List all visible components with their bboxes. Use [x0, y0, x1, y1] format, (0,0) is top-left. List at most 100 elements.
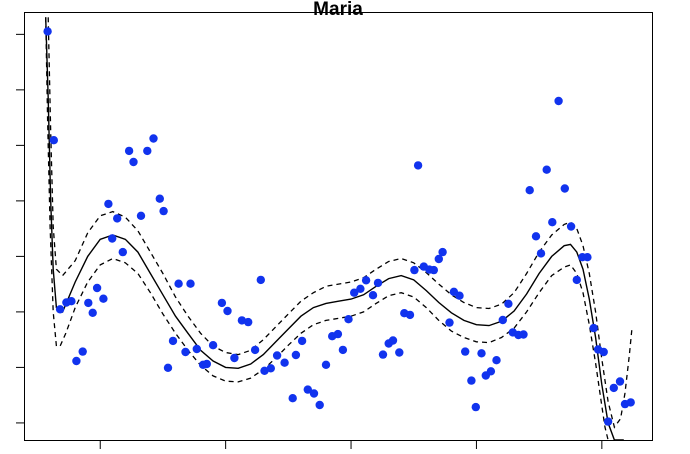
data-point — [338, 345, 348, 355]
data-point — [572, 275, 581, 285]
data-point — [461, 347, 470, 356]
data-point — [445, 318, 454, 327]
data-point — [72, 356, 81, 366]
data-point — [477, 349, 486, 358]
data-point — [388, 336, 398, 345]
data-point — [143, 146, 152, 156]
data-point — [566, 222, 576, 231]
data-point — [84, 298, 93, 308]
data-point — [250, 345, 260, 355]
data-point — [361, 276, 371, 285]
data-point — [280, 358, 289, 367]
data-point — [129, 157, 138, 167]
plot-area — [43, 17, 635, 441]
data-point — [378, 350, 388, 359]
data-point — [356, 284, 365, 293]
data-point — [344, 315, 353, 324]
data-points — [43, 27, 635, 426]
data-point — [603, 417, 613, 426]
data-point — [471, 402, 480, 412]
data-point — [321, 360, 331, 369]
data-point — [291, 350, 301, 360]
data-point — [536, 249, 546, 258]
data-point — [266, 364, 275, 373]
data-point — [136, 211, 146, 220]
data-point — [78, 347, 87, 356]
data-point — [560, 184, 569, 193]
confidence-band-lower — [45, 17, 609, 441]
data-point — [303, 385, 312, 394]
data-point — [486, 367, 496, 376]
data-point — [583, 253, 592, 262]
data-point — [626, 398, 635, 407]
fit-curve — [45, 17, 624, 441]
data-point — [237, 316, 247, 325]
data-point — [554, 96, 563, 106]
data-point — [531, 232, 541, 241]
data-point — [163, 363, 173, 372]
data-point — [230, 353, 239, 363]
data-point — [217, 298, 227, 308]
data-point — [113, 214, 122, 223]
data-point — [208, 341, 218, 350]
data-point — [498, 315, 507, 325]
y-axis-ticks — [16, 33, 25, 424]
data-point — [244, 317, 253, 327]
data-point — [272, 351, 282, 360]
data-point — [104, 199, 113, 209]
data-point — [223, 306, 232, 316]
data-point — [192, 344, 201, 354]
data-point — [438, 247, 447, 257]
data-point — [315, 400, 324, 410]
data-point — [256, 275, 265, 285]
data-point — [368, 291, 378, 300]
data-point — [181, 347, 190, 357]
data-point — [548, 218, 557, 227]
data-point — [504, 299, 513, 308]
data-point — [413, 161, 423, 170]
data-point — [525, 186, 534, 195]
data-point — [174, 279, 183, 288]
data-point — [373, 278, 383, 288]
chart-title: Maria — [313, 0, 363, 20]
data-point — [429, 265, 438, 275]
data-point — [589, 323, 598, 333]
data-point — [186, 279, 195, 288]
data-point — [395, 348, 404, 357]
data-point — [149, 134, 158, 143]
data-point — [599, 347, 608, 357]
data-point — [108, 234, 117, 243]
data-point — [615, 377, 625, 386]
data-point — [88, 308, 97, 317]
data-point — [260, 366, 269, 375]
x-axis-ticks — [99, 440, 603, 449]
confidence-band-upper — [47, 17, 633, 429]
data-point — [43, 27, 52, 36]
data-point — [92, 283, 102, 293]
data-point — [455, 291, 464, 300]
data-point — [118, 247, 128, 257]
data-point — [55, 305, 65, 314]
data-point — [542, 165, 551, 174]
data-point — [297, 336, 307, 346]
data-point — [202, 359, 211, 369]
data-point — [288, 394, 297, 403]
data-point — [434, 254, 443, 264]
data-point — [124, 146, 134, 156]
data-point — [519, 330, 528, 339]
data-point — [492, 356, 501, 365]
data-point — [609, 383, 618, 393]
data-point — [410, 265, 419, 275]
data-point — [350, 288, 359, 297]
data-point — [49, 136, 58, 145]
data-point — [309, 389, 319, 398]
data-point — [159, 206, 168, 216]
data-point — [333, 329, 343, 339]
data-point — [168, 336, 178, 346]
data-point — [405, 310, 415, 320]
data-point — [67, 297, 76, 306]
plot-frame — [24, 12, 653, 441]
data-point — [99, 294, 108, 303]
data-point — [155, 194, 164, 203]
